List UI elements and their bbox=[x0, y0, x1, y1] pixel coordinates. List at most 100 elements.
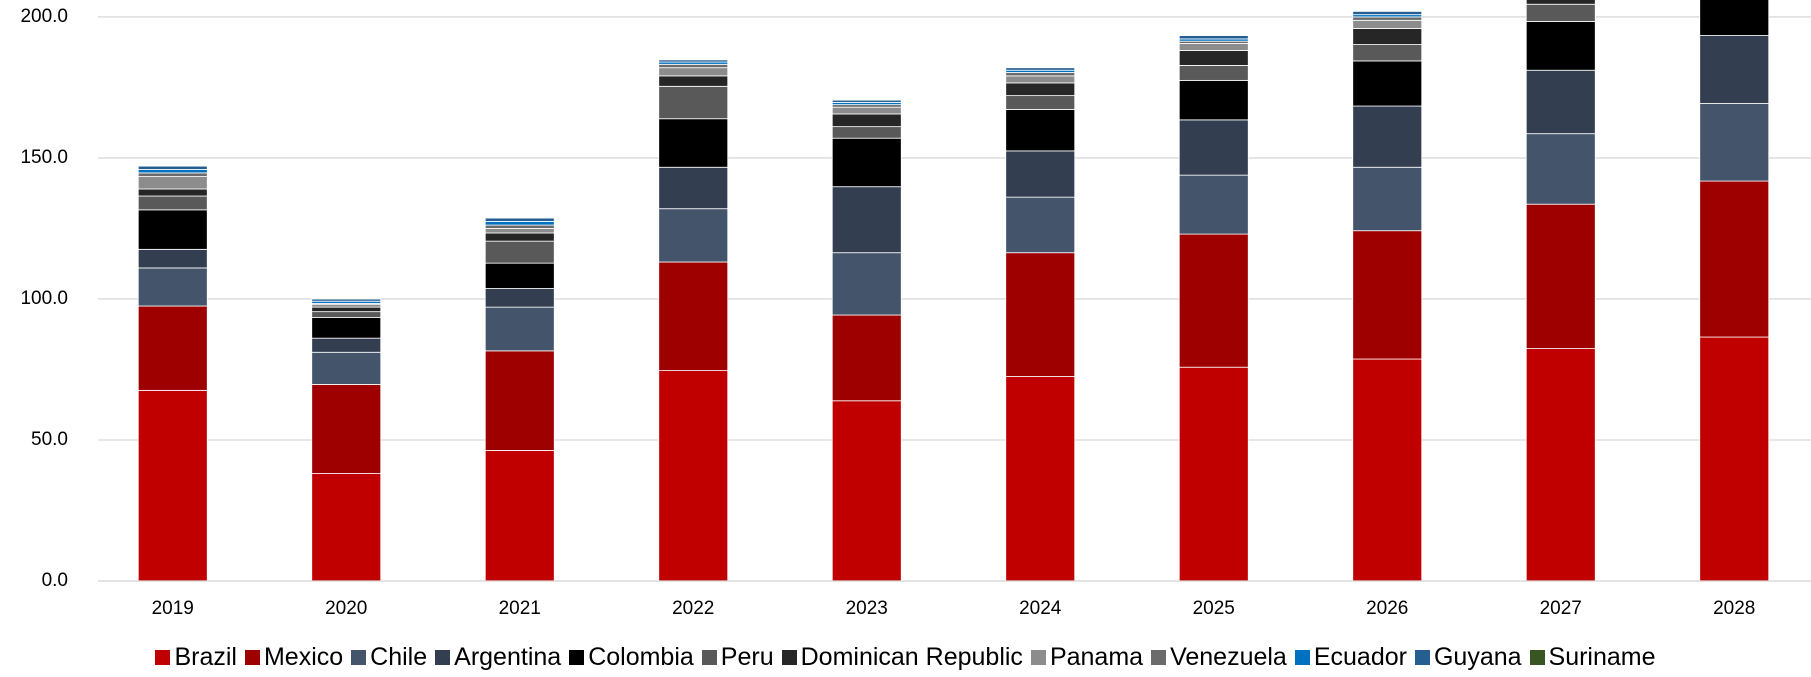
bar-segment bbox=[137, 165, 208, 170]
legend-item: Suriname bbox=[1529, 643, 1656, 672]
bar-segment bbox=[1525, 348, 1596, 582]
bar-segment bbox=[1178, 79, 1249, 121]
bar-segment bbox=[1178, 43, 1249, 51]
bar-segment bbox=[1352, 230, 1423, 360]
bar-segment bbox=[1178, 119, 1249, 176]
bar-segment bbox=[1699, 0, 1770, 36]
bar-segment bbox=[1178, 50, 1249, 66]
bar-segment bbox=[311, 473, 382, 582]
bar-segment bbox=[1178, 366, 1249, 582]
legend-item: Chile bbox=[351, 643, 427, 672]
bar-segment bbox=[831, 137, 902, 188]
bar-segment bbox=[658, 118, 729, 168]
bar-segment bbox=[311, 317, 382, 339]
bar-segment bbox=[831, 106, 902, 115]
bar-segment bbox=[1005, 75, 1076, 84]
bar-segment bbox=[484, 350, 555, 451]
x-tick-label: 2022 bbox=[672, 598, 714, 619]
y-tick-label: 100.0 bbox=[20, 288, 68, 309]
legend-swatch bbox=[1414, 650, 1430, 665]
bar-segment bbox=[831, 252, 902, 316]
bar-segment bbox=[1525, 69, 1596, 135]
bar-segment bbox=[1005, 150, 1076, 198]
legend-swatch bbox=[1529, 650, 1545, 665]
bar-segment bbox=[1352, 10, 1423, 16]
bar-segment bbox=[1352, 358, 1423, 582]
legend-label: Guyana bbox=[1433, 643, 1522, 671]
bar-segment bbox=[1178, 34, 1249, 36]
bar-segment bbox=[1005, 95, 1076, 110]
legend-swatch bbox=[781, 650, 797, 665]
legend-item: Guyana bbox=[1414, 643, 1522, 672]
bar-segment bbox=[484, 228, 555, 234]
legend-swatch bbox=[569, 650, 585, 665]
legend-label: Suriname bbox=[1548, 643, 1656, 671]
legend-label: Venezuela bbox=[1170, 643, 1287, 671]
bar-segment bbox=[311, 311, 382, 318]
legend-item: Brazil bbox=[155, 643, 237, 672]
x-tick-label: 2021 bbox=[499, 598, 541, 619]
bar-segment bbox=[137, 176, 208, 190]
bar-segment bbox=[831, 99, 902, 101]
bar-segment bbox=[1005, 82, 1076, 97]
chart: 0.0 50.0 100.0 150.0 200.0 2019 2020 2021 2022 20… bbox=[20, 0, 1811, 619]
x-tick-label: 2023 bbox=[846, 598, 888, 619]
bar-segment bbox=[137, 172, 208, 177]
bar-segment bbox=[1525, 21, 1596, 71]
bar-segment bbox=[1005, 252, 1076, 377]
bar-segment bbox=[1352, 16, 1423, 21]
bar-segment bbox=[1178, 65, 1249, 81]
legend-label: Peru bbox=[720, 643, 774, 671]
bar-segment bbox=[1352, 28, 1423, 45]
bar-segment bbox=[484, 288, 555, 308]
legend-item: Dominican Republic bbox=[781, 643, 1023, 672]
bar-segment bbox=[1005, 66, 1076, 69]
legend-label: Ecuador bbox=[1313, 643, 1407, 671]
x-tick-label: 2024 bbox=[1019, 598, 1062, 619]
bar-segment bbox=[1178, 35, 1249, 40]
bar-segment bbox=[1178, 233, 1249, 368]
bar-segment bbox=[831, 400, 902, 582]
legend-label: Panama bbox=[1049, 643, 1144, 671]
legend-item: Panama bbox=[1030, 643, 1144, 672]
legend: Brazil Mexico Chile Argentina Colombia Peru Do… bbox=[0, 643, 1811, 672]
y-tick-label: 200.0 bbox=[20, 6, 68, 27]
legend-label: Chile bbox=[370, 643, 428, 671]
bar-segment bbox=[484, 217, 555, 219]
bar-segment bbox=[658, 261, 729, 371]
bar-segment bbox=[484, 221, 555, 226]
x-tick-label: 2027 bbox=[1540, 598, 1582, 619]
bar-segment bbox=[1352, 10, 1423, 12]
bar-segment bbox=[1178, 174, 1249, 235]
legend-label: Brazil bbox=[174, 643, 237, 671]
bar-segment bbox=[1352, 44, 1423, 62]
bar-segment bbox=[1699, 336, 1770, 582]
bar-segment bbox=[1525, 203, 1596, 350]
legend-label: Mexico bbox=[263, 643, 344, 671]
bar-segment bbox=[484, 306, 555, 352]
bar-segment bbox=[658, 166, 729, 210]
bar-segment bbox=[1005, 72, 1076, 77]
bar-segment bbox=[1352, 60, 1423, 107]
x-tick-label: 2026 bbox=[1366, 598, 1408, 619]
y-tick-label: 50.0 bbox=[31, 429, 68, 450]
legend-label: Dominican Republic bbox=[800, 643, 1023, 671]
bar-segment bbox=[137, 188, 208, 197]
bar-segment bbox=[137, 248, 208, 269]
bar-segment bbox=[658, 58, 729, 61]
bar-segment bbox=[831, 113, 902, 128]
bar-segment bbox=[311, 337, 382, 353]
bar-segment bbox=[1005, 376, 1076, 582]
bar-segment bbox=[1352, 19, 1423, 29]
legend-label: Colombia bbox=[588, 643, 694, 671]
bar-segment bbox=[137, 165, 208, 167]
y-tick-label: 150.0 bbox=[20, 147, 68, 168]
legend-swatch bbox=[1294, 650, 1310, 665]
bar-segment bbox=[831, 126, 902, 139]
x-tick-label: 2020 bbox=[325, 598, 367, 619]
bar-segment bbox=[311, 384, 382, 474]
legend-swatch bbox=[244, 650, 260, 665]
bar-segment bbox=[1525, 0, 1596, 5]
bar-segment bbox=[137, 389, 208, 582]
legend-swatch bbox=[155, 650, 171, 665]
